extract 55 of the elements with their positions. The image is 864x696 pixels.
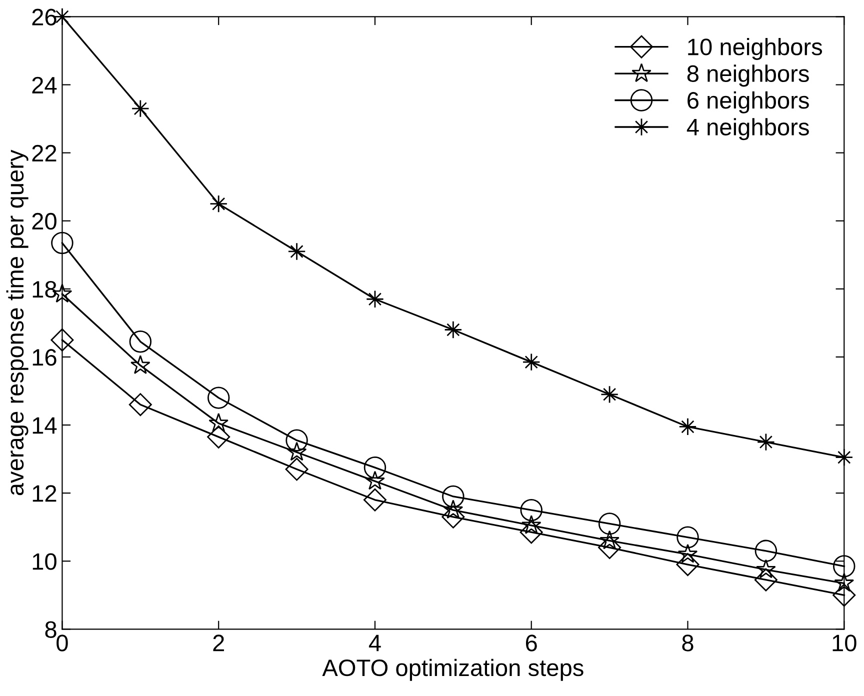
y-tick-label: 16 — [32, 349, 56, 366]
legend-label: 10 neighbors — [688, 38, 822, 60]
legend-label: 8 neighbors — [687, 64, 809, 87]
point — [676, 526, 699, 548]
point — [834, 572, 854, 592]
y-tick-label: 8 — [45, 621, 56, 638]
point — [678, 418, 697, 436]
point — [756, 559, 776, 578]
y-tick-label: 24 — [32, 76, 57, 94]
point — [444, 320, 462, 339]
x-tick-label: 10 — [832, 634, 856, 652]
point — [208, 412, 229, 432]
x-axis-title: AOTO optimization steps — [322, 658, 584, 681]
point — [832, 584, 856, 607]
point — [364, 456, 386, 479]
point — [520, 520, 543, 544]
point — [286, 442, 307, 461]
point — [833, 555, 856, 578]
point — [678, 544, 698, 563]
point — [51, 232, 74, 254]
point — [598, 536, 622, 560]
point — [520, 498, 542, 522]
point — [442, 505, 465, 528]
point — [365, 470, 385, 490]
point — [754, 568, 778, 592]
y-tick-label: 10 — [32, 553, 56, 570]
point — [286, 429, 308, 452]
point — [207, 386, 230, 409]
y-tick-label: 20 — [32, 212, 56, 230]
point — [754, 540, 778, 562]
y-tick-label: 14 — [32, 417, 57, 434]
point — [442, 485, 464, 508]
y-tick-label: 18 — [32, 280, 56, 298]
point — [676, 553, 700, 576]
x-tick-label: 8 — [682, 634, 694, 652]
legend-label: 6 neighbors — [688, 91, 809, 114]
point — [130, 355, 150, 374]
x-tick-label: 4 — [368, 634, 381, 652]
point — [598, 512, 621, 535]
y-tick-label: 26 — [32, 8, 56, 26]
point — [210, 194, 228, 213]
point — [129, 330, 152, 353]
legend-label: 4 neighbors — [686, 118, 809, 140]
point — [363, 488, 386, 512]
x-tick-label: 2 — [213, 634, 224, 652]
point — [522, 353, 540, 372]
x-tick-label: 0 — [56, 634, 68, 652]
point — [131, 100, 150, 118]
x-tick-label: 6 — [526, 634, 537, 652]
point — [285, 458, 308, 481]
point — [207, 425, 230, 448]
y-tick-label: 12 — [32, 485, 56, 502]
y-axis-title: average response time per query — [6, 150, 28, 496]
point — [128, 393, 152, 416]
y-tick-label: 22 — [32, 144, 56, 162]
